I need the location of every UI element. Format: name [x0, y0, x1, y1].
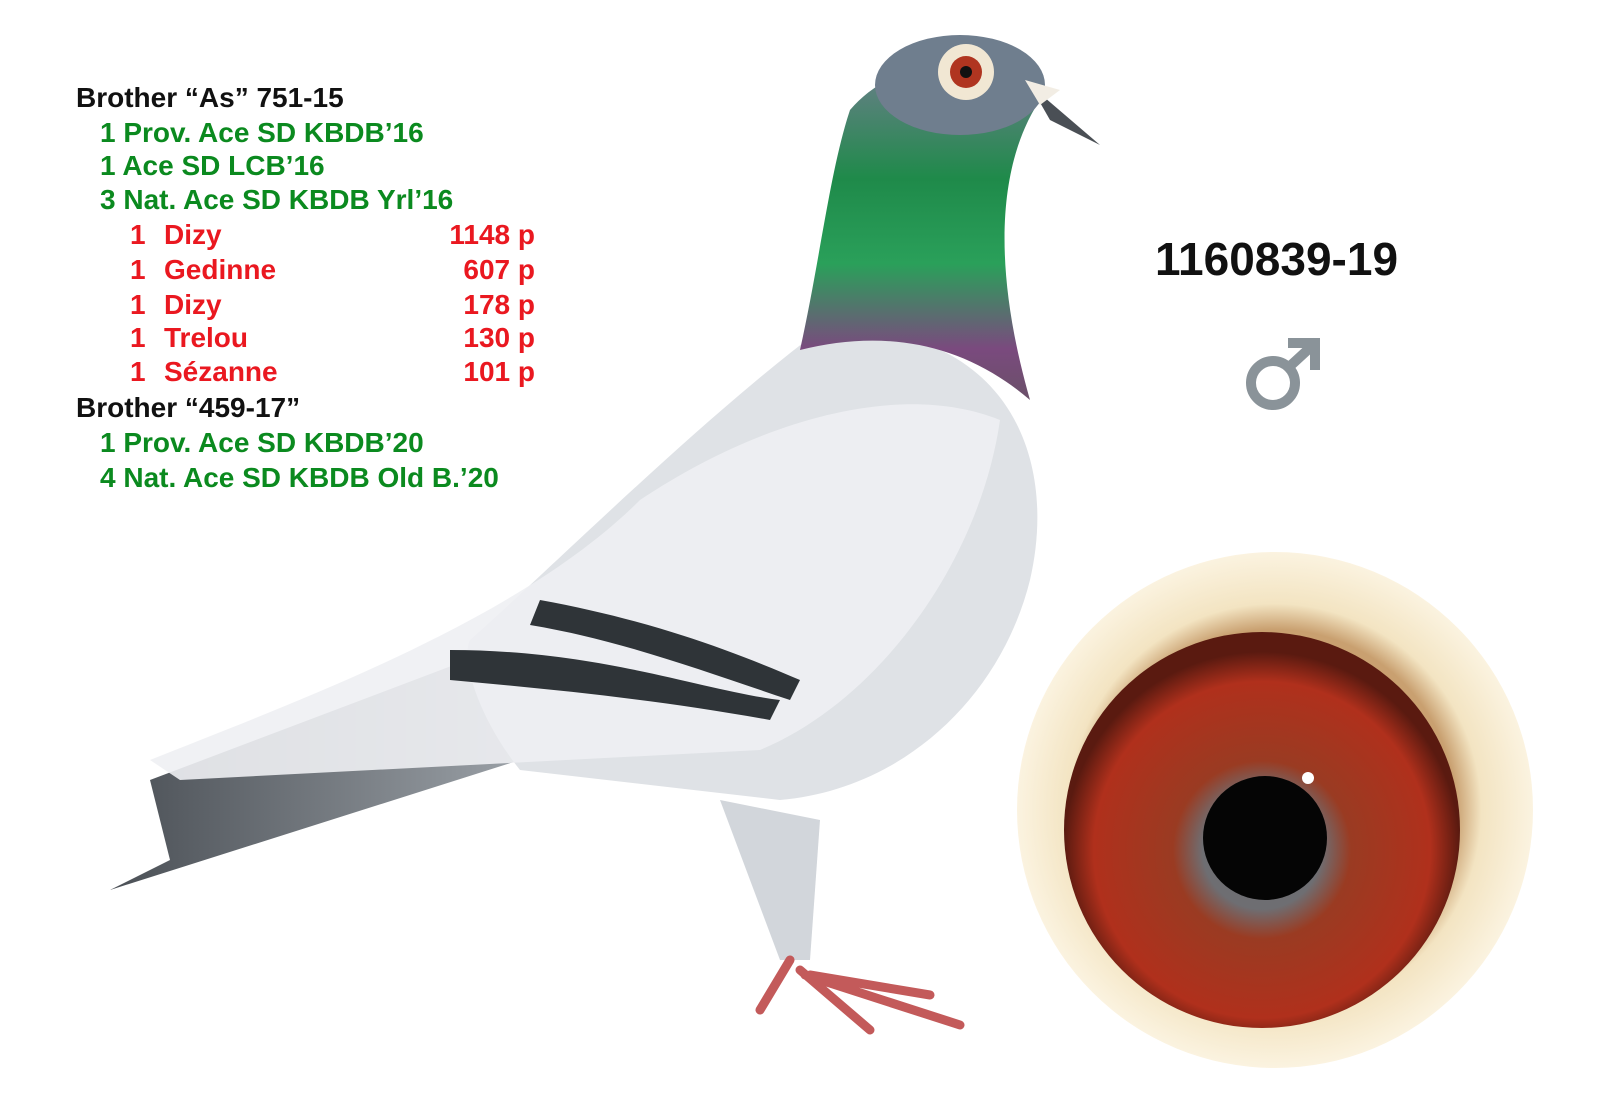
title-won: 1 Ace SD LCB’16	[100, 150, 325, 181]
result-row: 1 Dizy 1148 p	[130, 219, 535, 251]
result-place: 1	[130, 254, 146, 285]
eye-closeup	[1017, 552, 1533, 1068]
male-symbol-icon	[1246, 337, 1321, 410]
result-birds: 130 p	[463, 322, 535, 353]
result-race: Dizy	[164, 289, 222, 320]
result-row: 1 Sézanne 101 p	[130, 356, 535, 388]
title-won: 1 Prov. Ace SD KBDB’16	[100, 117, 424, 148]
result-birds: 101 p	[463, 356, 535, 387]
brother-2-title: Brother “459-17”	[76, 392, 301, 423]
result-race: Gedinne	[164, 254, 277, 285]
title-won: 3 Nat. Ace SD KBDB Yrl’16	[100, 184, 454, 215]
title-won: 4 Nat. Ace SD KBDB Old B.’20	[100, 462, 499, 493]
result-race: Dizy	[164, 219, 222, 250]
result-row: 1 Dizy 178 p	[130, 289, 535, 321]
ring-number: 1160839-19	[1155, 233, 1399, 285]
result-place: 1	[130, 322, 146, 353]
result-race: Trelou	[164, 322, 249, 353]
result-place: 1	[130, 219, 146, 250]
brother-1-title: Brother “As” 751-15	[76, 82, 344, 113]
title-won: 1 Prov. Ace SD KBDB’20	[100, 427, 424, 458]
result-row: 1 Gedinne 607 p	[130, 254, 535, 286]
result-race: Sézanne	[164, 356, 278, 387]
pigeon-body	[110, 35, 1100, 1035]
result-birds: 178 p	[463, 289, 535, 320]
result-birds: 607 p	[463, 254, 535, 285]
result-birds: 1148 p	[449, 219, 535, 250]
result-row: 1 Trelou 130 p	[130, 322, 535, 354]
result-place: 1	[130, 289, 146, 320]
result-place: 1	[130, 356, 146, 387]
